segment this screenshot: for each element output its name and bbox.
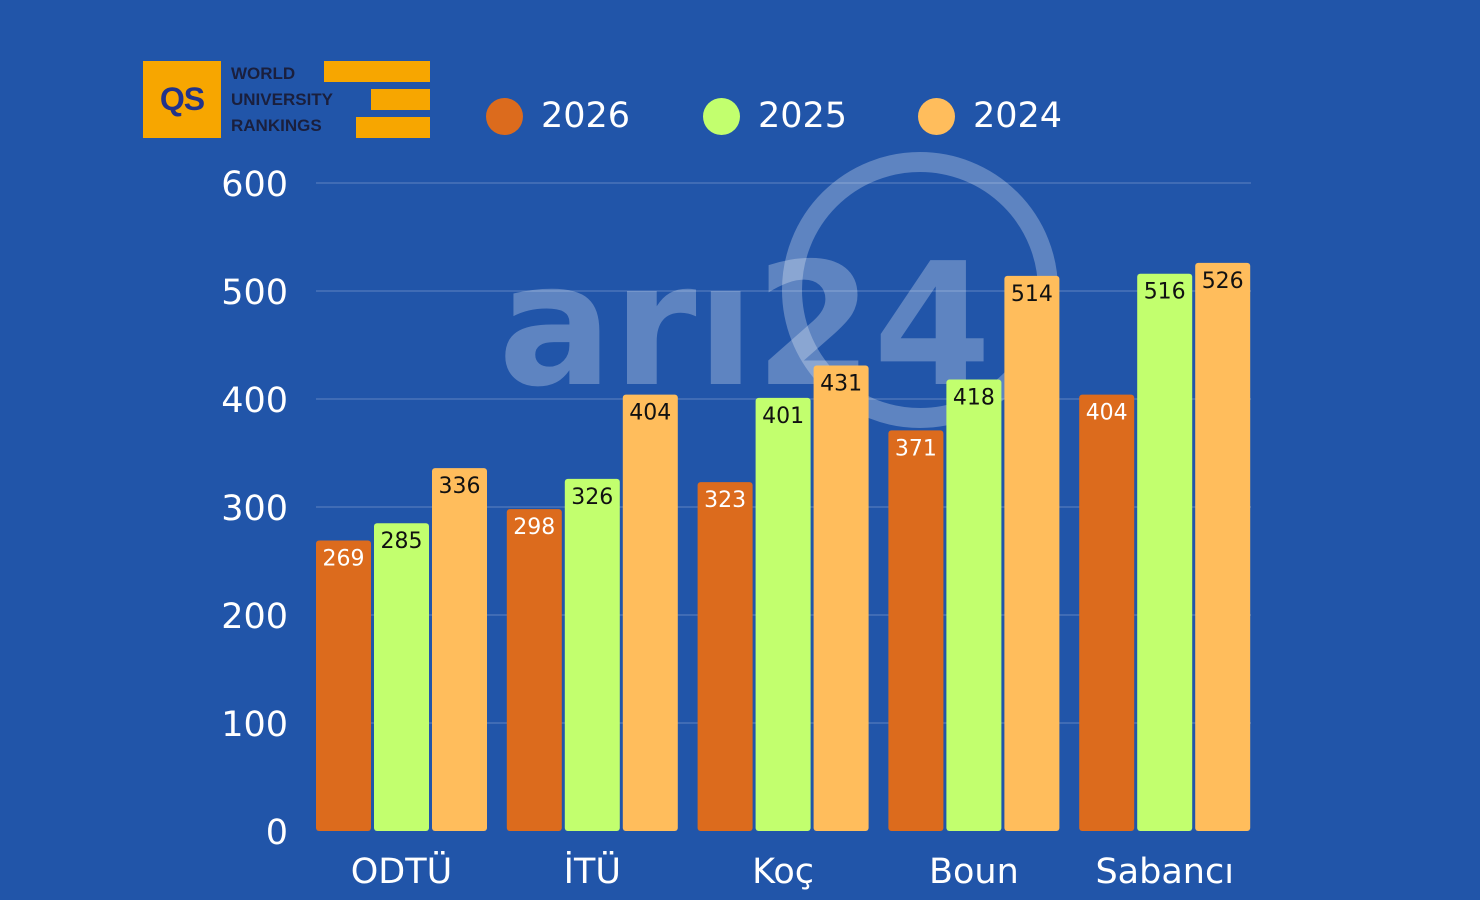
x-tick-label-0: ODTÜ — [351, 850, 453, 892]
data-label-2024-1: 404 — [629, 401, 671, 426]
legend-swatch-2026 — [486, 97, 523, 135]
legend-label-2026: 2026 — [541, 96, 631, 136]
bar-2025-4 — [1137, 273, 1193, 832]
y-tick-label-300: 300 — [221, 489, 288, 529]
qs-logo-mark-text: QS — [159, 81, 205, 117]
x-tick-label-2: Koç — [752, 852, 814, 892]
bar-2026-3 — [888, 430, 944, 831]
legend-label-2024: 2024 — [973, 96, 1063, 136]
y-tick-label-0: 0 — [266, 813, 288, 853]
qs-logo-stripe-3 — [356, 117, 430, 138]
data-label-2025-3: 418 — [953, 386, 995, 411]
data-label-2026-3: 371 — [895, 436, 937, 461]
legend-item-2026: 2026 — [486, 96, 630, 136]
bar-2025-3 — [946, 379, 1002, 831]
qs-logo-stripe-2 — [371, 89, 430, 110]
bar-2026-4 — [1079, 394, 1135, 831]
data-label-2024-0: 336 — [439, 474, 481, 499]
qs-world-university-rankings-logo: QS WORLD UNIVERSITY RANKINGS — [143, 61, 430, 138]
bar-2026-2 — [697, 482, 753, 831]
bar-2024-0 — [432, 468, 487, 831]
y-tick-label-500: 500 — [221, 273, 288, 313]
x-tick-label-1: İTÜ — [564, 850, 621, 892]
watermark-text: arı24 — [498, 227, 991, 425]
data-label-2026-4: 404 — [1086, 401, 1128, 426]
bar-2024-1 — [622, 394, 678, 831]
data-label-2025-2: 401 — [762, 404, 804, 429]
bar-2025-1 — [564, 478, 620, 831]
y-tick-label-200: 200 — [221, 597, 288, 637]
qs-logo-line-3: RANKINGS — [231, 116, 322, 135]
y-tick-label-100: 100 — [221, 705, 288, 745]
data-label-2024-3: 514 — [1011, 282, 1053, 307]
bar-2024-3 — [1004, 275, 1060, 831]
legend-swatch-2024 — [918, 97, 955, 135]
x-tick-label-4: Sabancı — [1095, 852, 1233, 892]
data-label-2025-0: 285 — [381, 529, 423, 554]
legend-item-2025: 2025 — [703, 96, 847, 136]
legend-label-2025: 2025 — [758, 96, 848, 136]
bar-2025-2 — [755, 397, 811, 831]
y-tick-label-600: 600 — [221, 165, 288, 205]
data-label-2026-0: 269 — [323, 546, 365, 571]
bar-2024-4 — [1195, 262, 1251, 831]
y-tick-label-400: 400 — [221, 381, 288, 421]
data-label-2026-2: 323 — [704, 488, 746, 513]
qs-logo-stripe-1 — [324, 61, 430, 82]
legend-item-2024: 2024 — [918, 96, 1062, 136]
legend-swatch-2025 — [703, 97, 740, 135]
bar-2025-0 — [374, 523, 429, 831]
data-label-2025-4: 516 — [1144, 280, 1186, 305]
qs-logo-line-1: WORLD — [231, 64, 296, 83]
bar-2026-1 — [506, 509, 562, 831]
data-label-2025-1: 326 — [571, 485, 613, 510]
x-tick-label-3: Boun — [929, 852, 1019, 892]
data-label-2024-4: 526 — [1202, 269, 1244, 294]
data-label-2026-1: 298 — [513, 515, 555, 540]
qs-logo-mark: QS — [143, 61, 221, 138]
data-label-2024-2: 431 — [820, 372, 862, 397]
bar-2026-0 — [316, 540, 371, 831]
bar-2024-2 — [813, 365, 869, 831]
qs-logo-line-2: UNIVERSITY — [231, 90, 334, 109]
qs-logo-text: WORLD UNIVERSITY RANKINGS — [231, 61, 351, 138]
